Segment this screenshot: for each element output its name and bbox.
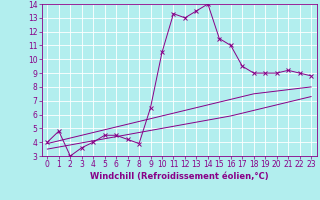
X-axis label: Windchill (Refroidissement éolien,°C): Windchill (Refroidissement éolien,°C) [90,172,268,181]
